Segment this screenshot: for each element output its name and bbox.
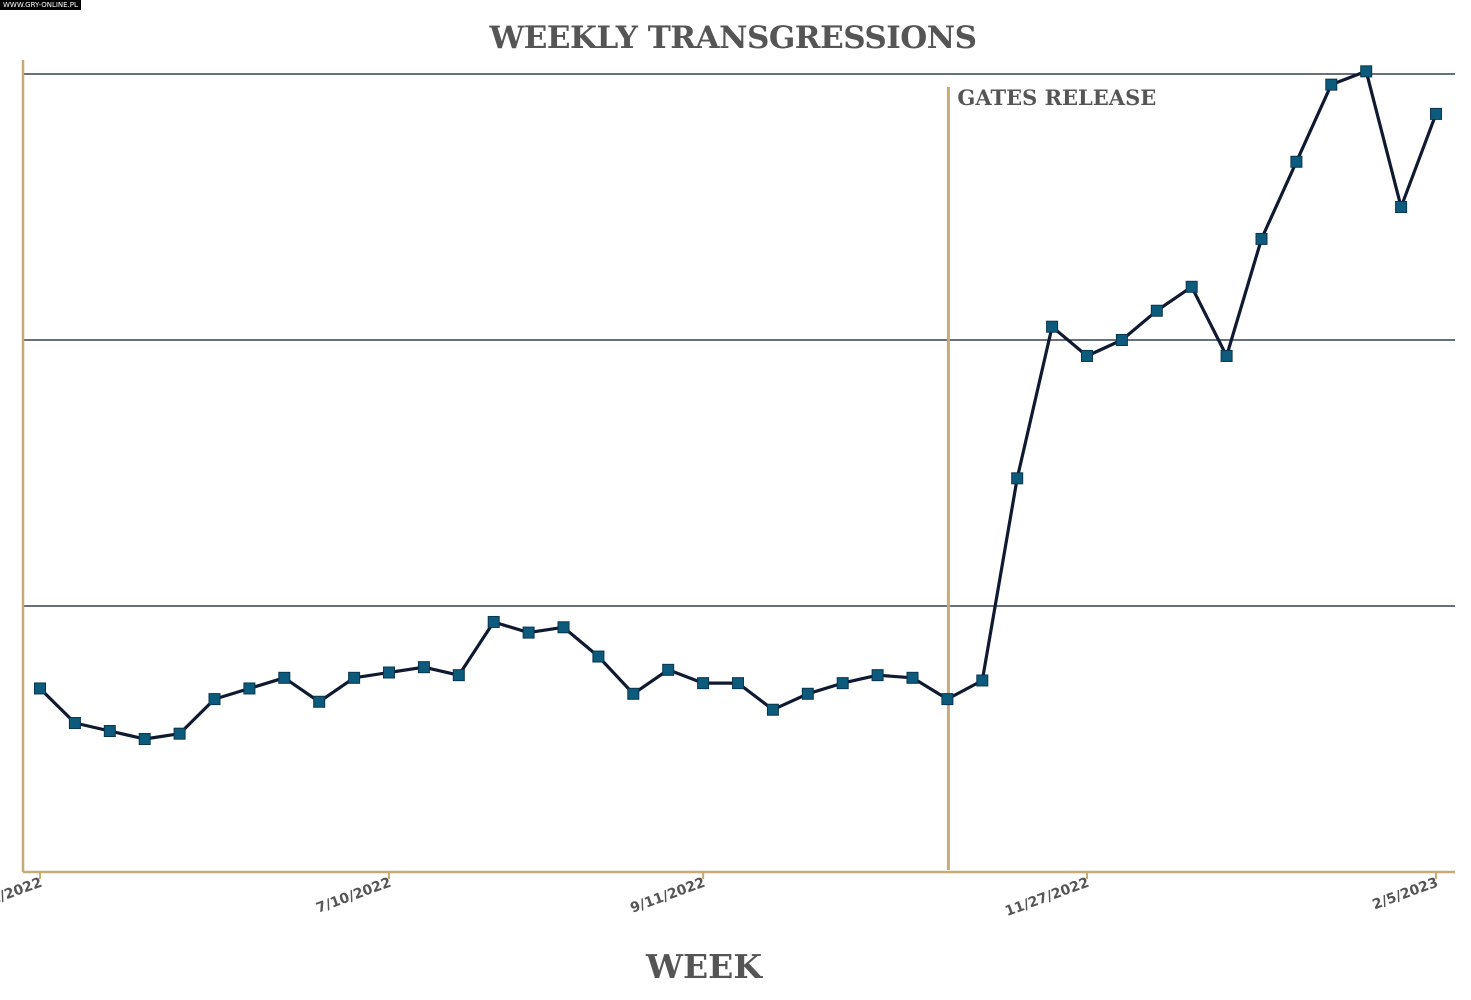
data-point: [522, 626, 535, 639]
data-point: [1081, 349, 1093, 362]
data-point: [1011, 472, 1024, 485]
data-point: [417, 661, 430, 674]
x-axis-ticks: 5/1/2022 7/10/2022 9/11/2022 11/27/2022 2/5/…: [0, 872, 1440, 920]
data-point: [1220, 349, 1233, 362]
data-point: [173, 727, 186, 740]
data-point: [906, 671, 919, 684]
data-point: [103, 725, 116, 738]
data-point: [313, 695, 326, 708]
data-point: [348, 671, 361, 684]
annotation: GATES RELEASE: [946, 85, 1156, 870]
data-point: [662, 663, 675, 676]
site-watermark: WWW.GRY-ONLINE.PL: [0, 0, 81, 10]
data-point: [68, 717, 81, 730]
data-point: [836, 677, 849, 690]
axes: [21, 60, 1455, 874]
x-tick-label: 9/11/2022: [628, 875, 707, 917]
data-point: [976, 674, 989, 687]
series-line: [38, 69, 1438, 741]
x-tick-label: 7/10/2022: [314, 875, 393, 917]
data-point: [766, 703, 779, 716]
data-point: [1185, 280, 1198, 293]
data-point: [208, 693, 221, 706]
data-point: [732, 677, 744, 690]
data-point: [1430, 107, 1442, 120]
data-point: [452, 669, 465, 682]
data-point: [627, 687, 640, 700]
data-point: [1115, 334, 1128, 346]
data-point: [557, 621, 570, 634]
data-point: [34, 682, 46, 695]
data-point: [1325, 78, 1338, 91]
x-tick-label: 11/27/2022: [1003, 875, 1091, 920]
data-point: [801, 687, 814, 700]
data-point: [1255, 232, 1268, 245]
data-point: [383, 666, 395, 679]
data-point: [592, 650, 605, 663]
data-point: [138, 733, 151, 745]
x-axis-label: WEEK: [645, 947, 763, 986]
data-point: [1360, 65, 1373, 78]
data-point: [278, 671, 291, 684]
data-point: [1046, 320, 1059, 333]
grid-lines: [23, 73, 1455, 607]
x-tick-label: 5/1/2022: [0, 875, 44, 914]
data-point: [1395, 201, 1408, 213]
data-point: [1290, 155, 1303, 168]
data-point: [697, 677, 710, 690]
data-series: [34, 65, 1442, 745]
data-point: [1150, 304, 1163, 317]
chart-title: WEEKLY TRANSGRESSIONS: [488, 20, 976, 56]
data-point: [487, 615, 500, 628]
x-tick-label: 2/5/2023: [1370, 875, 1440, 914]
data-point: [941, 693, 954, 706]
data-point: [243, 682, 256, 695]
data-point: [871, 669, 884, 682]
gates-release-label: GATES RELEASE: [957, 85, 1156, 110]
